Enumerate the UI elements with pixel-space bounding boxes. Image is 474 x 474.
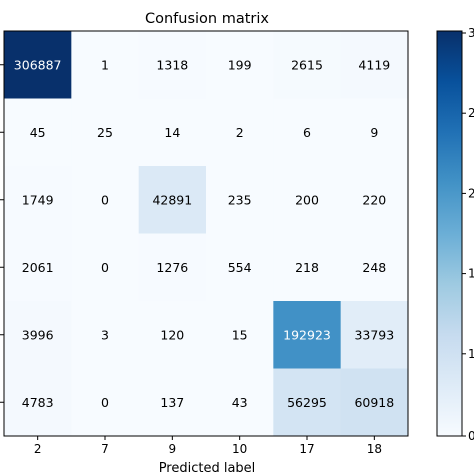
matrix-cell (71, 233, 140, 302)
matrix-cell (4, 233, 72, 302)
matrix-cell (71, 301, 140, 369)
matrix-cell (71, 368, 140, 437)
matrix-cell (4, 31, 72, 99)
cell-value: 6 (303, 125, 311, 140)
x-axis-label: Predicted label (159, 461, 256, 474)
matrix-cell (273, 31, 342, 99)
colorbar-tick-label: 2 (468, 186, 474, 200)
matrix-cell (206, 301, 274, 369)
matrix-cell (4, 368, 72, 437)
matrix-cell (206, 368, 274, 437)
matrix-cell (138, 301, 207, 369)
cell-value: 235 (228, 192, 252, 207)
matrix-cell (206, 233, 274, 302)
x-tick-label: 9 (169, 442, 177, 456)
cell-value: 1276 (156, 260, 188, 275)
colorbar-tick-label: 0 (468, 429, 474, 443)
cell-value: 33793 (354, 327, 394, 342)
cell-value: 0 (101, 192, 109, 207)
matrix-cell (4, 166, 72, 234)
x-axis-ticks: 2 7 9 10 17 18 (34, 436, 382, 456)
cell-value: 2061 (22, 260, 54, 275)
matrix-cell (138, 98, 207, 167)
cell-value: 1749 (22, 192, 54, 207)
colorbar-tick-label: 2 (468, 106, 474, 120)
matrix-cell (71, 98, 140, 167)
x-tick-label: 18 (367, 442, 382, 456)
cell-value: 137 (160, 395, 184, 410)
matrix-cell (273, 233, 342, 302)
cell-value: 2615 (291, 57, 323, 72)
matrix-cell (273, 98, 342, 167)
matrix-cell (273, 166, 342, 234)
matrix-cell (4, 301, 72, 369)
cell-value: 9 (370, 125, 378, 140)
cell-value: 554 (228, 260, 252, 275)
cell-value: 0 (101, 395, 109, 410)
cell-value: 199 (228, 57, 252, 72)
plot-frame (3, 30, 409, 437)
cell-value: 15 (232, 327, 248, 342)
chart-title: Confusion matrix (145, 11, 269, 27)
cell-value: 4119 (358, 57, 390, 72)
cell-value: 200 (295, 192, 319, 207)
cell-value: 60918 (354, 395, 394, 410)
cell-value: 1 (101, 57, 109, 72)
colorbar (436, 30, 463, 437)
matrix-cell (138, 233, 207, 302)
cell-value: 42891 (152, 192, 192, 207)
cell-value: 56295 (287, 395, 327, 410)
cell-value: 3 (101, 327, 109, 342)
colorbar-tick-label: 3 (468, 26, 474, 40)
cell-value: 248 (362, 260, 386, 275)
matrix-cell (206, 31, 274, 99)
colorbar-tick-label: 1 (468, 267, 474, 281)
cell-value: 14 (164, 125, 180, 140)
colorbar-tick-label: 1 (468, 347, 474, 361)
matrix-cell (340, 301, 409, 369)
heatmap-cells: 306887 1 1318 199 2615 4119 45 25 14 2 6 9 1749 0 4289… (4, 31, 409, 437)
matrix-cell (206, 166, 274, 234)
matrix-cell (71, 166, 140, 234)
cell-value: 25 (97, 125, 113, 140)
cell-value: 218 (295, 260, 319, 275)
cell-value: 3996 (22, 327, 54, 342)
matrix-cell (273, 368, 342, 437)
matrix-cell (340, 98, 409, 167)
cell-value: 43 (232, 395, 248, 410)
matrix-cell (71, 31, 140, 99)
cell-value: 2 (236, 125, 244, 140)
cell-value: 4783 (22, 395, 54, 410)
cell-value: 306887 (14, 57, 62, 72)
matrix-cell (138, 166, 207, 234)
matrix-cell (206, 98, 274, 167)
colorbar-ticks: 0 1 1 2 2 3 (462, 26, 474, 443)
x-tick-label: 7 (101, 442, 109, 456)
matrix-cell (340, 233, 409, 302)
matrix-cell (340, 31, 409, 99)
matrix-cell (340, 166, 409, 234)
x-tick-label: 2 (34, 442, 42, 456)
cell-value: 192923 (283, 327, 331, 342)
cell-value: 45 (30, 125, 46, 140)
x-tick-label: 10 (232, 442, 247, 456)
cell-value: 1318 (156, 57, 188, 72)
cell-value: 0 (101, 260, 109, 275)
matrix-cell (138, 31, 207, 99)
cell-value: 120 (160, 327, 184, 342)
matrix-cell (273, 301, 342, 369)
matrix-cell (340, 368, 409, 437)
cell-value: 220 (362, 192, 386, 207)
matrix-cell (4, 98, 72, 167)
matrix-cell (138, 368, 207, 437)
x-tick-label: 17 (299, 442, 314, 456)
